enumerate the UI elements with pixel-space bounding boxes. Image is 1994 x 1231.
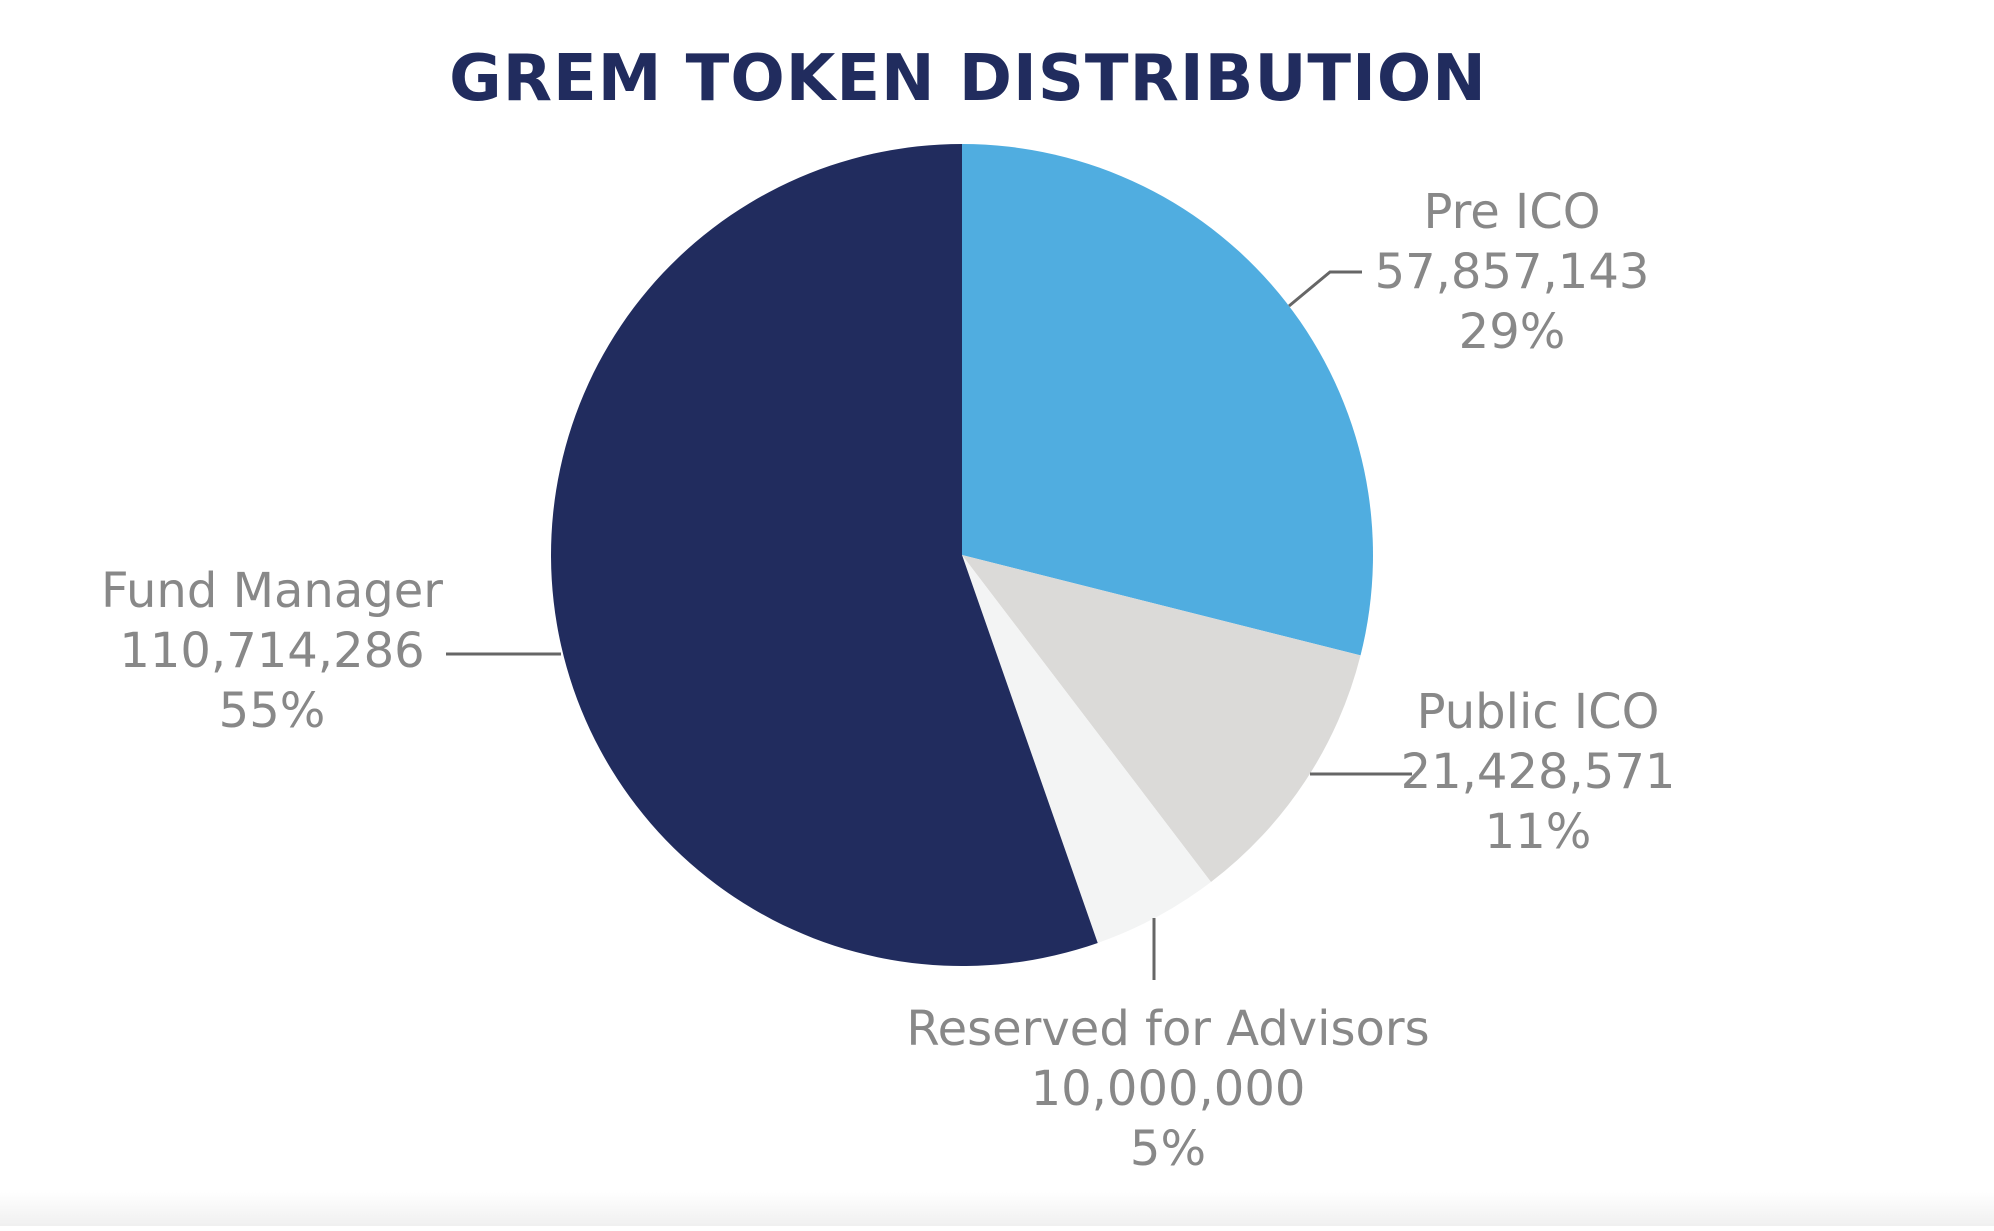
- pie-slice-reserved-for-advisors: [962, 555, 1211, 943]
- pie-slice-pre-ico: [962, 144, 1373, 656]
- slice-label-name: Fund Manager: [101, 563, 443, 619]
- slice-label-percent: 11%: [1485, 804, 1592, 860]
- slice-label-value: 110,714,286: [119, 623, 424, 679]
- pie-slice-public-ico: [962, 555, 1361, 882]
- slice-label-percent: 55%: [219, 683, 326, 739]
- slice-label-value: 57,857,143: [1375, 244, 1650, 300]
- slice-label-value: 10,000,000: [1031, 1061, 1306, 1117]
- slice-label-name: Pre ICO: [1423, 184, 1600, 240]
- slice-label-value: 21,428,571: [1401, 744, 1676, 800]
- leader-lines: [446, 270, 1412, 980]
- pie-slice-fund-manager: [551, 144, 1098, 966]
- chart-title: GREM TOKEN DISTRIBUTION: [449, 42, 1487, 116]
- slice-label-name: Reserved for Advisors: [906, 1001, 1429, 1057]
- bottom-shadow-band: [0, 1192, 1994, 1226]
- slice-label-percent: 29%: [1459, 304, 1566, 360]
- slice-label-percent: 5%: [1130, 1121, 1206, 1177]
- slice-label-name: Public ICO: [1417, 684, 1660, 740]
- pie-slices: [551, 144, 1373, 966]
- leader-line-pre-ico: [1288, 270, 1362, 308]
